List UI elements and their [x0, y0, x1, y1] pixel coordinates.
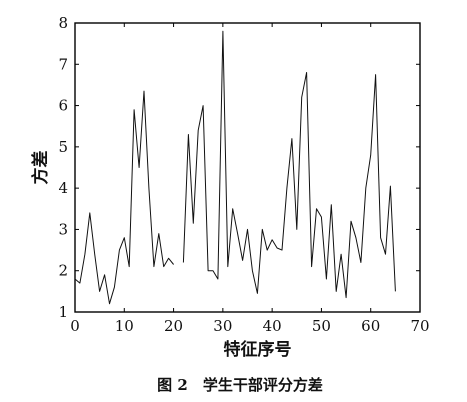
series-line [74, 90, 174, 305]
x-tick-label: 50 [312, 317, 331, 335]
x-tick-label: 60 [361, 317, 380, 335]
y-tick-label: 7 [58, 55, 68, 73]
y-axis: 1 2 3 4 5 6 7 8 [58, 14, 420, 321]
y-tick-label: 2 [58, 262, 68, 280]
y-tick-label: 1 [58, 303, 68, 321]
y-tick-label: 3 [58, 220, 68, 238]
x-tick-label: 30 [213, 317, 232, 335]
x-tick-label: 0 [70, 317, 80, 335]
series-line [182, 30, 396, 299]
plot-frame [74, 22, 421, 313]
y-axis-title: 方差 [30, 151, 51, 185]
series-group [74, 30, 396, 305]
x-tick-label: 70 [410, 317, 429, 335]
x-tick-label: 20 [164, 317, 183, 335]
y-tick-label: 5 [58, 138, 68, 156]
x-tick-label: 40 [263, 317, 282, 335]
figure-caption: 图 2 学生干部评分方差 [157, 376, 323, 394]
y-tick-label: 8 [58, 14, 68, 32]
x-tick-label: 10 [115, 317, 134, 335]
y-tick-label: 6 [58, 97, 68, 115]
x-axis-title: 特征序号 [224, 339, 292, 360]
y-tick-label: 4 [58, 179, 68, 197]
x-axis: 0 10 20 30 40 50 60 70 [70, 23, 430, 335]
